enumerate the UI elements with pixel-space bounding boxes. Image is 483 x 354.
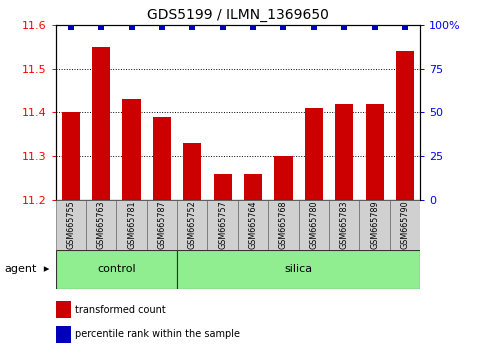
Point <box>249 24 257 30</box>
Point <box>97 24 105 30</box>
Bar <box>56 200 86 250</box>
Point <box>158 24 166 30</box>
Bar <box>86 200 116 250</box>
Bar <box>153 117 171 200</box>
Point <box>188 24 196 30</box>
Text: silica: silica <box>284 264 313 274</box>
Bar <box>366 104 384 200</box>
Point <box>128 24 135 30</box>
Text: GSM665783: GSM665783 <box>340 200 349 249</box>
Bar <box>268 200 298 250</box>
Text: control: control <box>97 264 136 274</box>
Text: GSM665763: GSM665763 <box>97 200 106 249</box>
Bar <box>298 200 329 250</box>
Bar <box>56 326 71 343</box>
Text: GSM665768: GSM665768 <box>279 200 288 249</box>
Bar <box>122 99 141 200</box>
Bar <box>56 301 71 318</box>
Bar <box>244 174 262 200</box>
Bar <box>177 250 420 289</box>
Point <box>280 24 287 30</box>
Text: GSM665764: GSM665764 <box>249 200 257 249</box>
Text: GSM665787: GSM665787 <box>157 200 167 249</box>
Text: GSM665780: GSM665780 <box>309 200 318 249</box>
Point <box>341 24 348 30</box>
Point <box>67 24 74 30</box>
Text: GSM665755: GSM665755 <box>66 200 75 249</box>
Title: GDS5199 / ILMN_1369650: GDS5199 / ILMN_1369650 <box>147 8 329 22</box>
Text: GSM665757: GSM665757 <box>218 200 227 249</box>
Bar <box>56 250 177 289</box>
Bar <box>147 200 177 250</box>
Text: GSM665781: GSM665781 <box>127 200 136 249</box>
Bar <box>177 200 208 250</box>
Bar <box>329 200 359 250</box>
Bar <box>396 51 414 200</box>
Text: GSM665790: GSM665790 <box>400 200 410 249</box>
Point <box>310 24 318 30</box>
Bar <box>92 47 110 200</box>
Bar <box>359 200 390 250</box>
Bar <box>208 200 238 250</box>
Bar <box>305 108 323 200</box>
Bar <box>62 112 80 200</box>
Point <box>219 24 227 30</box>
Bar <box>183 143 201 200</box>
Text: percentile rank within the sample: percentile rank within the sample <box>75 329 240 339</box>
Bar <box>213 174 232 200</box>
Bar <box>116 200 147 250</box>
Text: GSM665752: GSM665752 <box>188 200 197 249</box>
Bar <box>238 200 268 250</box>
Point <box>401 24 409 30</box>
Text: transformed count: transformed count <box>75 304 166 314</box>
Bar <box>274 156 293 200</box>
Bar <box>335 104 354 200</box>
Text: GSM665789: GSM665789 <box>370 200 379 249</box>
Point <box>371 24 379 30</box>
Bar <box>390 200 420 250</box>
Text: agent: agent <box>5 264 37 274</box>
